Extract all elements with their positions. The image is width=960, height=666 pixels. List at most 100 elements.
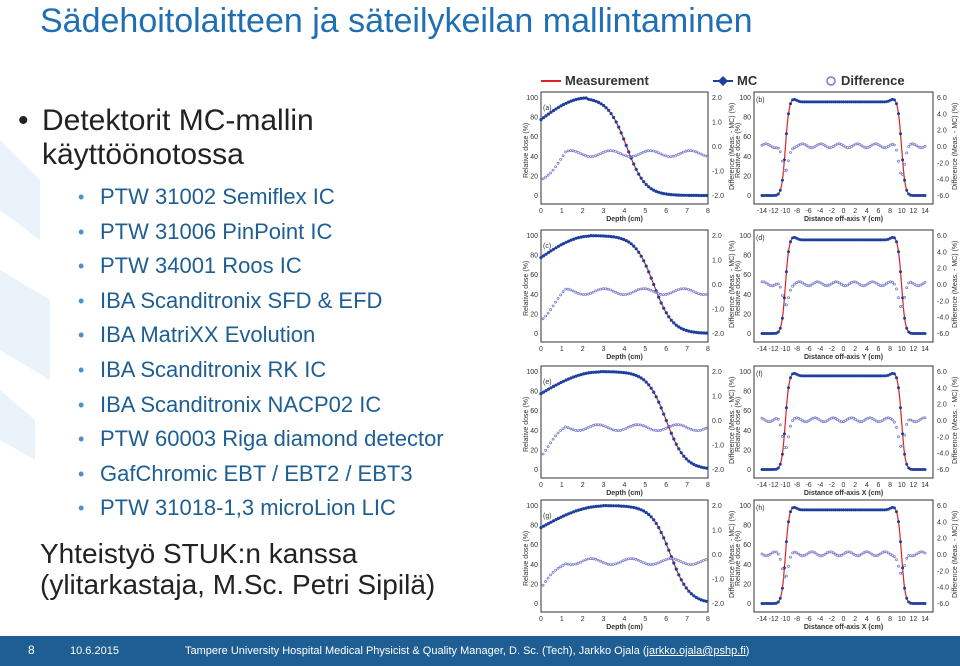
difference-profile-point <box>787 564 790 568</box>
footer-email-link[interactable]: jarkko.ojala@pshp.fi <box>646 645 746 657</box>
mc-profile-point <box>903 316 907 320</box>
difference-profile-point <box>782 575 786 579</box>
offaxis-tick-label: 12 <box>909 482 917 489</box>
dose-tick-label: 0 <box>747 193 751 200</box>
dose-tick-label: 40 <box>743 562 751 569</box>
difference-data-point <box>654 562 658 566</box>
difference-profile-point <box>876 282 880 286</box>
difference-profile-point <box>897 564 900 568</box>
mc-data-point <box>627 371 631 375</box>
difference-data-point <box>656 292 660 295</box>
difference-data-point <box>574 562 578 566</box>
mc-data-point <box>599 370 603 374</box>
difference-profile-point <box>901 304 905 308</box>
depth-tick-label: 5 <box>643 208 647 215</box>
difference-data-point <box>566 562 570 566</box>
difference-profile-point <box>844 419 847 423</box>
difference-data-point <box>636 423 640 427</box>
mc-data-point <box>559 243 563 247</box>
mc-data-point <box>609 504 613 508</box>
mc-data-point <box>551 109 556 113</box>
mc-data-point <box>559 380 563 385</box>
difference-data-point <box>676 558 680 562</box>
offaxis-tick-label: 0 <box>842 208 846 215</box>
difference-profile-point <box>811 146 815 149</box>
offaxis-tick-label: 10 <box>898 208 906 215</box>
mc-profile-point <box>762 332 766 335</box>
difference-data-point <box>611 563 615 566</box>
difference-profile-point <box>866 550 870 554</box>
difference-data-point <box>649 288 653 292</box>
difference-profile-point <box>852 143 856 147</box>
mc-data-point <box>614 235 618 239</box>
diff-tick-label: -2.0 <box>712 467 724 474</box>
dose-tick-label: 80 <box>530 523 538 530</box>
depth-tick-label: 7 <box>685 482 689 489</box>
mc-data-point <box>577 508 581 512</box>
diff-tick-label: 6.0 <box>937 369 947 376</box>
difference-data-point <box>689 288 693 292</box>
mc-data-point <box>657 295 661 299</box>
difference-profile-point <box>795 145 799 148</box>
mc-data-point <box>541 390 546 394</box>
mc-data-point <box>692 462 696 466</box>
difference-profile-point <box>795 416 799 420</box>
offaxis-tick-label: -2 <box>829 616 835 623</box>
difference-data-point <box>671 557 675 561</box>
difference-profile-point <box>921 146 925 149</box>
dose-tick-label: 100 <box>526 503 538 510</box>
difference-data-point <box>691 149 695 153</box>
difference-profile-point <box>789 424 792 428</box>
difference-data-point <box>564 150 567 154</box>
difference-data-point <box>659 428 663 432</box>
diff-tick-label: -2.0 <box>937 434 949 441</box>
difference-data-point <box>549 171 553 175</box>
mc-data-point <box>664 311 668 315</box>
difference-data-point <box>694 429 698 432</box>
difference-data-point <box>621 428 625 431</box>
mc-data-point <box>592 234 596 238</box>
difference-data-point <box>669 424 673 428</box>
difference-data-point <box>626 155 630 158</box>
detector-label: GafChromic EBT / EBT2 / EBT3 <box>100 460 413 486</box>
dose-tick-label: 20 <box>743 173 751 180</box>
mc-profile-point <box>876 238 880 242</box>
difference-data-point <box>584 293 588 296</box>
offaxis-tick-label: 4 <box>865 616 869 623</box>
offaxis-tick-label: -6 <box>805 482 811 489</box>
difference-profile-point <box>872 418 876 422</box>
difference-data-point <box>631 557 635 561</box>
mc-data-point <box>614 504 618 508</box>
difference-profile-point <box>905 556 909 560</box>
difference-data-point <box>656 429 660 433</box>
difference-data-point <box>581 293 585 296</box>
difference-data-point <box>596 423 600 427</box>
difference-profile-point <box>833 552 837 556</box>
depth-tick-label: 1 <box>560 616 564 623</box>
difference-profile-point <box>797 416 801 420</box>
difference-profile-point <box>787 435 790 439</box>
diff-tick-label: -6.0 <box>937 467 949 474</box>
difference-profile-point <box>801 554 805 558</box>
difference-data-point <box>664 426 668 430</box>
difference-profile-point <box>895 148 898 152</box>
mc-data-point <box>694 464 698 468</box>
mc-data-point <box>599 234 603 238</box>
mc-data-point <box>639 254 643 258</box>
depth-tick-label: 3 <box>602 482 606 489</box>
dose-tick-label: 100 <box>526 369 538 376</box>
difference-data-point <box>676 423 680 427</box>
mc-data-point <box>672 561 676 565</box>
right-plot-frame <box>753 229 934 343</box>
difference-data-point <box>656 561 660 565</box>
mc-profile-point <box>762 468 766 471</box>
difference-data-point <box>686 287 690 291</box>
dose-tick-label: 0 <box>534 331 538 338</box>
difference-data-point <box>694 150 698 154</box>
difference-data-point <box>631 290 635 294</box>
difference-data-point <box>566 287 570 291</box>
mc-data-point <box>561 102 566 107</box>
mc-data-point <box>556 516 561 520</box>
dose-tick-label: 60 <box>530 542 538 549</box>
mc-data-point <box>551 519 556 523</box>
